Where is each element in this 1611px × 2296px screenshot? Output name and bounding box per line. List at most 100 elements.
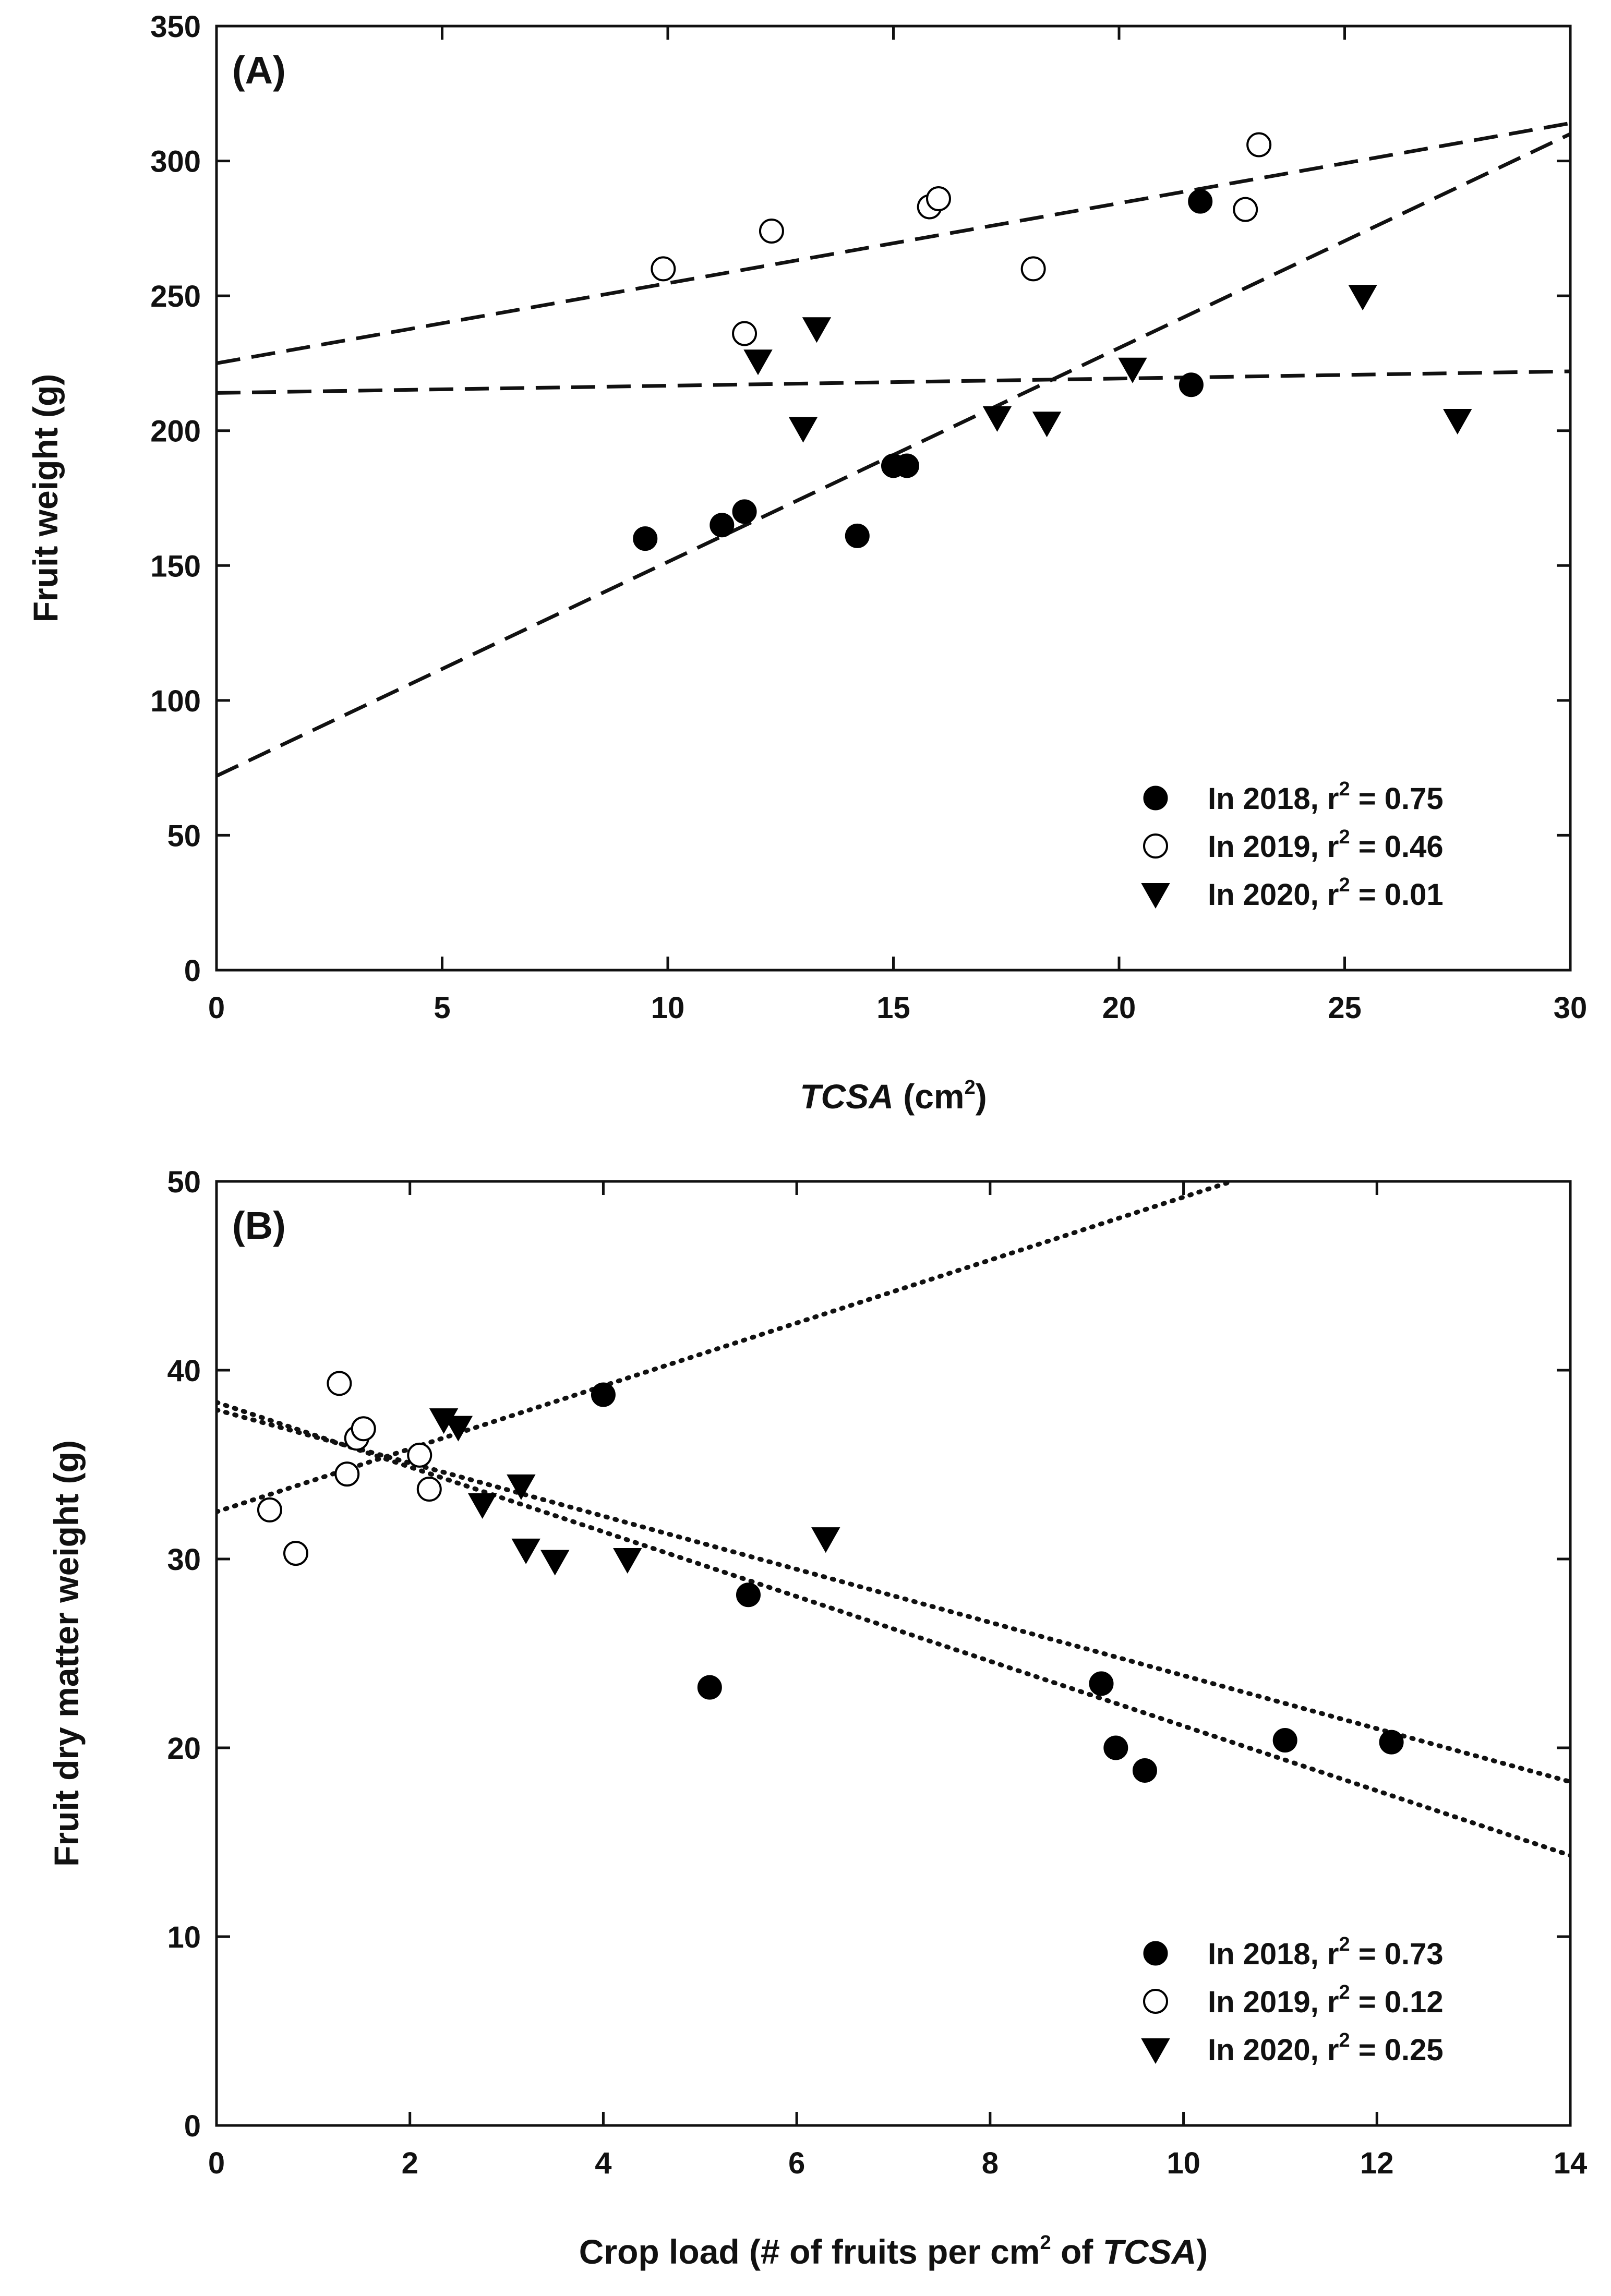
x-tick-label: 0 [208, 2146, 225, 2180]
data-point [540, 1550, 570, 1576]
data-point [759, 219, 784, 244]
data-point [443, 1416, 473, 1442]
panel-label: (A) [232, 49, 286, 92]
trend-line-2 [217, 121, 1570, 365]
x-tick-label: 15 [876, 991, 910, 1025]
data-point [1020, 256, 1046, 282]
x-tick-label: 20 [1102, 991, 1136, 1025]
panel-label: (B) [232, 1204, 286, 1247]
data-point [1188, 189, 1213, 214]
data-point [283, 1541, 308, 1566]
legend-marker [1141, 2038, 1170, 2064]
x-tick-label: 30 [1554, 991, 1588, 1025]
data-point [1032, 412, 1062, 438]
series-2 [651, 132, 1272, 346]
x-tick-label: 5 [434, 991, 450, 1025]
data-point [351, 1416, 376, 1442]
legend: In 2018, r2 = 0.73 In 2019, r2 = 0.12 In 2… [1141, 1934, 1444, 2067]
data-point [468, 1493, 497, 1519]
x-tick-label: 10 [1167, 2146, 1200, 2180]
y-tick-label: 350 [150, 10, 201, 44]
x-axis-title: TCSA (cm2) [800, 1077, 987, 1116]
legend: In 2018, r2 = 0.75 In 2019, r2 = 0.46 In 2… [1141, 778, 1444, 912]
data-point [591, 1382, 616, 1407]
y-tick-label: 150 [150, 549, 201, 583]
data-point [982, 406, 1012, 432]
x-tick-label: 14 [1554, 2146, 1588, 2180]
data-point [811, 1527, 840, 1553]
data-point [511, 1538, 540, 1564]
data-point [736, 1582, 761, 1608]
data-point [1379, 1730, 1404, 1755]
data-point [1272, 1728, 1297, 1753]
data-point [507, 1474, 536, 1500]
legend-label: In 2019, r2 = 0.12 [1208, 1981, 1444, 2019]
data-point [788, 417, 818, 443]
x-tick-label: 2 [402, 2146, 418, 2180]
data-point [334, 1461, 360, 1487]
data-point [894, 453, 919, 478]
y-tick-label: 200 [150, 415, 201, 449]
trend-line-1 [217, 1400, 1570, 1858]
series-1 [591, 1382, 1404, 1783]
data-point [633, 526, 658, 551]
legend-label: In 2018, r2 = 0.75 [1208, 778, 1444, 816]
data-point [1132, 1758, 1157, 1783]
series-3 [743, 285, 1472, 443]
y-tick-label: 250 [150, 280, 201, 313]
legend-marker [1141, 883, 1170, 909]
legend-marker [1143, 833, 1168, 859]
x-tick-label: 25 [1328, 991, 1362, 1025]
chart-panel-a: 0 5 10 15 20 25 30050100150200250300350(A)TCSA… [26, 10, 1587, 1116]
data-point [1443, 409, 1472, 435]
data-point [802, 317, 832, 343]
legend-marker [1143, 1941, 1168, 1966]
x-tick-label: 4 [595, 2146, 611, 2180]
legend-label: In 2019, r2 = 0.46 [1208, 826, 1444, 864]
data-point [416, 1477, 442, 1502]
data-point [1118, 357, 1147, 383]
data-point [651, 256, 676, 282]
data-point [845, 523, 870, 548]
y-tick-label: 20 [167, 1732, 201, 1766]
trend-line-3 [217, 369, 1570, 395]
y-tick-label: 0 [184, 954, 201, 988]
x-tick-label: 10 [651, 991, 685, 1025]
data-point [613, 1548, 642, 1574]
series-3 [429, 1408, 840, 1576]
data-point [743, 349, 773, 376]
x-tick-label: 6 [788, 2146, 805, 2180]
data-point [1246, 132, 1272, 158]
y-tick-label: 300 [150, 145, 201, 179]
chart-panel-b: 0 2 4 6 8 10 12 14 0 10 20 30 40 50 (B) Crop load (# of… [47, 1165, 1587, 2271]
trend-line-3 [217, 1181, 1234, 1514]
data-point [1103, 1735, 1128, 1760]
y-tick-label: 10 [167, 1920, 201, 1954]
plot-frame [215, 25, 1572, 972]
x-tick-label: 12 [1360, 2146, 1394, 2180]
series-1 [633, 189, 1213, 551]
legend-label: In 2020, r2 = 0.25 [1208, 2029, 1444, 2067]
trend-line-2 [217, 1407, 1570, 1784]
y-tick-label: 50 [167, 1165, 201, 1199]
data-point [926, 186, 951, 211]
legend-label: In 2018, r2 = 0.73 [1208, 1934, 1444, 1971]
y-axis-title: Fruit dry matter weight (g) [47, 1440, 86, 1867]
data-point [407, 1442, 432, 1468]
x-tick-label: 8 [982, 2146, 999, 2180]
data-point [1348, 285, 1377, 311]
data-point [710, 513, 735, 538]
data-point [327, 1371, 352, 1396]
data-point [697, 1675, 722, 1700]
y-axis-title: Fruit weight (g) [26, 374, 65, 623]
y-tick-label: 30 [167, 1543, 201, 1577]
data-point [1089, 1671, 1114, 1696]
legend-marker [1143, 786, 1168, 811]
y-tick-label: 0 [184, 2109, 201, 2143]
y-tick-label: 100 [150, 684, 201, 718]
data-point [1233, 197, 1258, 222]
legend-label: In 2020, r2 = 0.01 [1208, 874, 1444, 912]
data-point [732, 499, 757, 524]
